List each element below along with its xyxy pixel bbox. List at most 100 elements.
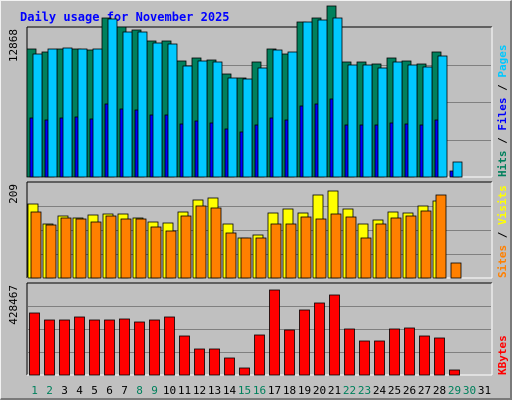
bar-sites-day-2 bbox=[45, 224, 57, 279]
x-tick-label-day-30: 30 bbox=[463, 384, 476, 397]
x-tick-label-day-17: 17 bbox=[268, 384, 281, 397]
bar-kbytes-day-27 bbox=[419, 335, 430, 376]
x-tick-label-day-19: 19 bbox=[298, 384, 311, 397]
x-tick-label-day-21: 21 bbox=[328, 384, 341, 397]
bar-kbytes-day-7 bbox=[119, 318, 130, 376]
bar-sites-day-29 bbox=[450, 262, 462, 279]
bar-sites-day-18 bbox=[285, 223, 297, 279]
axis-max-label-hits-files-pages: 12868 bbox=[7, 29, 20, 62]
bar-pages-day-27 bbox=[422, 66, 433, 178]
legend-hits: Hits bbox=[496, 151, 509, 178]
legend-files: Files bbox=[496, 98, 509, 131]
bar-kbytes-day-25 bbox=[389, 328, 400, 376]
x-tick-label-day-27: 27 bbox=[418, 384, 431, 397]
chart-title: Daily usage for November 2025 bbox=[20, 10, 230, 24]
bar-kbytes-day-1 bbox=[29, 312, 40, 376]
x-tick-label-day-18: 18 bbox=[283, 384, 296, 397]
bar-pages-day-11 bbox=[182, 65, 193, 178]
bar-pages-day-21 bbox=[332, 17, 343, 178]
x-tick-label-day-4: 4 bbox=[76, 384, 83, 397]
bar-kbytes-day-9 bbox=[149, 319, 160, 376]
x-tick-label-day-26: 26 bbox=[403, 384, 416, 397]
bar-kbytes-day-16 bbox=[254, 334, 265, 376]
x-tick-label-day-29: 29 bbox=[448, 384, 461, 397]
bar-kbytes-day-23 bbox=[359, 340, 370, 376]
bar-kbytes-day-22 bbox=[344, 328, 355, 376]
x-tick-label-day-31: 31 bbox=[478, 384, 491, 397]
bar-sites-day-28 bbox=[435, 194, 447, 279]
bar-kbytes-day-14 bbox=[224, 357, 235, 376]
bar-kbytes-day-17 bbox=[269, 289, 280, 376]
bar-kbytes-day-5 bbox=[89, 319, 100, 376]
bar-kbytes-day-12 bbox=[194, 348, 205, 376]
bar-sites-day-21 bbox=[330, 213, 342, 279]
x-tick-label-day-15: 15 bbox=[238, 384, 251, 397]
bar-sites-day-1 bbox=[30, 211, 42, 279]
bar-sites-day-17 bbox=[270, 223, 282, 279]
bar-sites-day-14 bbox=[225, 232, 237, 279]
axis-max-label-kbytes: 428467 bbox=[7, 285, 20, 325]
bar-sites-day-11 bbox=[180, 215, 192, 279]
bar-pages-day-13 bbox=[212, 61, 223, 178]
x-tick-label-day-10: 10 bbox=[163, 384, 176, 397]
bar-pages-day-18 bbox=[287, 51, 298, 178]
legend-/: / bbox=[496, 78, 509, 98]
bar-pages-day-19 bbox=[302, 21, 313, 178]
bar-pages-day-29 bbox=[452, 161, 463, 178]
legend-label-hits-files-pages: Hits / Files / Pages bbox=[496, 45, 509, 178]
bar-sites-day-19 bbox=[300, 216, 312, 279]
x-tick-label-day-6: 6 bbox=[106, 384, 113, 397]
bar-kbytes-day-6 bbox=[104, 319, 115, 376]
x-tick-label-day-5: 5 bbox=[91, 384, 98, 397]
bar-sites-day-6 bbox=[105, 215, 117, 279]
bar-sites-day-10 bbox=[165, 230, 177, 279]
bar-kbytes-day-11 bbox=[179, 335, 190, 376]
bar-pages-day-28 bbox=[437, 55, 448, 178]
x-tick-label-day-3: 3 bbox=[61, 384, 68, 397]
legend-kbytes: KBytes bbox=[496, 335, 509, 375]
bar-pages-day-20 bbox=[317, 19, 328, 178]
x-tick-label-day-7: 7 bbox=[121, 384, 128, 397]
bar-kbytes-day-19 bbox=[299, 309, 310, 376]
bar-kbytes-day-20 bbox=[314, 302, 325, 376]
bar-kbytes-day-26 bbox=[404, 327, 415, 376]
bar-sites-day-4 bbox=[75, 218, 87, 279]
bar-sites-day-15 bbox=[240, 237, 252, 279]
legend-sites: Sites bbox=[496, 245, 509, 278]
bar-pages-day-12 bbox=[197, 60, 208, 178]
legend-visits: Visits bbox=[496, 185, 509, 225]
legend-label-visits-sites: Sites / Visits bbox=[496, 185, 509, 278]
x-tick-label-day-1: 1 bbox=[31, 384, 38, 397]
bar-kbytes-day-15 bbox=[239, 367, 250, 376]
bar-sites-day-24 bbox=[375, 223, 387, 279]
x-tick-label-day-9: 9 bbox=[151, 384, 158, 397]
bar-sites-day-7 bbox=[120, 218, 132, 279]
bar-sites-day-12 bbox=[195, 205, 207, 279]
bar-pages-day-14 bbox=[227, 77, 238, 178]
bar-pages-day-4 bbox=[77, 48, 88, 178]
bar-pages-day-22 bbox=[347, 64, 358, 178]
bar-pages-day-23 bbox=[362, 64, 373, 178]
bar-pages-day-2 bbox=[47, 48, 58, 178]
x-tick-label-day-11: 11 bbox=[178, 384, 191, 397]
legend-/: / bbox=[496, 225, 509, 245]
bar-kbytes-day-24 bbox=[374, 340, 385, 376]
x-tick-label-day-14: 14 bbox=[223, 384, 237, 397]
bar-kbytes-day-13 bbox=[209, 348, 220, 376]
bar-pages-day-7 bbox=[122, 31, 133, 178]
bar-pages-day-24 bbox=[377, 67, 388, 178]
bar-pages-day-26 bbox=[407, 64, 418, 178]
legend-/: / bbox=[496, 131, 509, 151]
bar-sites-day-26 bbox=[405, 215, 417, 279]
x-tick-label-day-22: 22 bbox=[343, 384, 356, 397]
x-tick-label-day-2: 2 bbox=[46, 384, 53, 397]
bar-sites-day-23 bbox=[360, 237, 372, 279]
bar-kbytes-day-28 bbox=[434, 337, 445, 376]
bar-pages-day-8 bbox=[137, 31, 148, 178]
bar-pages-day-6 bbox=[107, 18, 118, 178]
bar-sites-day-16 bbox=[255, 237, 267, 279]
x-tick-label-day-23: 23 bbox=[358, 384, 371, 397]
legend-pages: Pages bbox=[496, 45, 509, 78]
